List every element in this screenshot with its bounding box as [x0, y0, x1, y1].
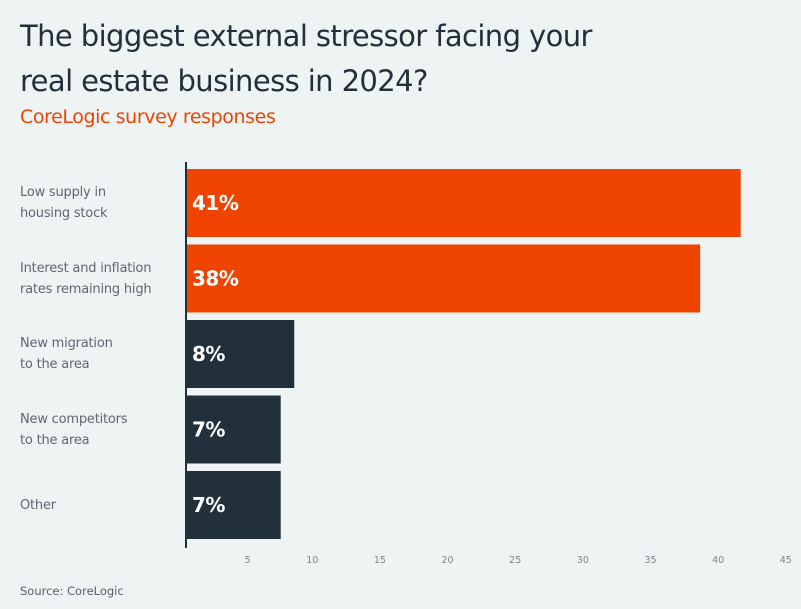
- bar-4: [186, 471, 281, 539]
- category-label: Low supply in housing stock: [20, 182, 180, 224]
- bar-1: [186, 244, 701, 313]
- category-label: Other: [20, 495, 180, 516]
- chart-title: The biggest external stressor facing you…: [20, 14, 720, 104]
- x-tick-label: 10: [306, 555, 318, 566]
- chart-subtitle: CoreLogic survey responses: [20, 106, 276, 128]
- category-label-line: rates remaining high: [20, 281, 152, 297]
- bar-data-label: 8%: [192, 342, 225, 366]
- category-label-line: Low supply in: [20, 185, 106, 200]
- source-note: Source: CoreLogic: [20, 584, 124, 598]
- category-label-line: Other: [20, 497, 56, 513]
- x-tick-label: 45: [780, 555, 792, 566]
- bar-3: [186, 395, 281, 464]
- category-label: New competitors to the area: [20, 409, 180, 451]
- category-label: New migration to the area: [20, 333, 180, 375]
- bar-data-label: 7%: [192, 493, 225, 517]
- category-label-line: New competitors: [20, 411, 128, 427]
- category-label-line: New migration: [20, 336, 113, 351]
- x-tick-label: 35: [644, 555, 656, 566]
- bar-0: [186, 169, 741, 237]
- bar-2: [186, 320, 295, 388]
- category-label-line: to the area: [20, 432, 90, 448]
- x-tick-label: 25: [509, 555, 521, 566]
- x-tick-label: 20: [442, 555, 454, 566]
- category-label: Interest and inflation rates remaining hi…: [20, 258, 180, 300]
- category-label-line: Interest and inflation: [20, 260, 152, 276]
- x-tick-label: 30: [577, 555, 589, 566]
- category-label-line: to the area: [20, 357, 90, 372]
- chart-title-line-2: real estate business in 2024?: [20, 64, 428, 98]
- bar-data-label: 41%: [192, 191, 239, 215]
- bar-data-label: 7%: [192, 418, 225, 442]
- x-tick-label: 40: [712, 555, 724, 566]
- category-label-line: housing stock: [20, 206, 108, 221]
- chart-title-line-1: The biggest external stressor facing you…: [20, 19, 592, 53]
- x-tick-label: 5: [245, 555, 251, 566]
- bar-data-label: 38%: [192, 267, 239, 291]
- x-tick-label: 15: [374, 555, 386, 566]
